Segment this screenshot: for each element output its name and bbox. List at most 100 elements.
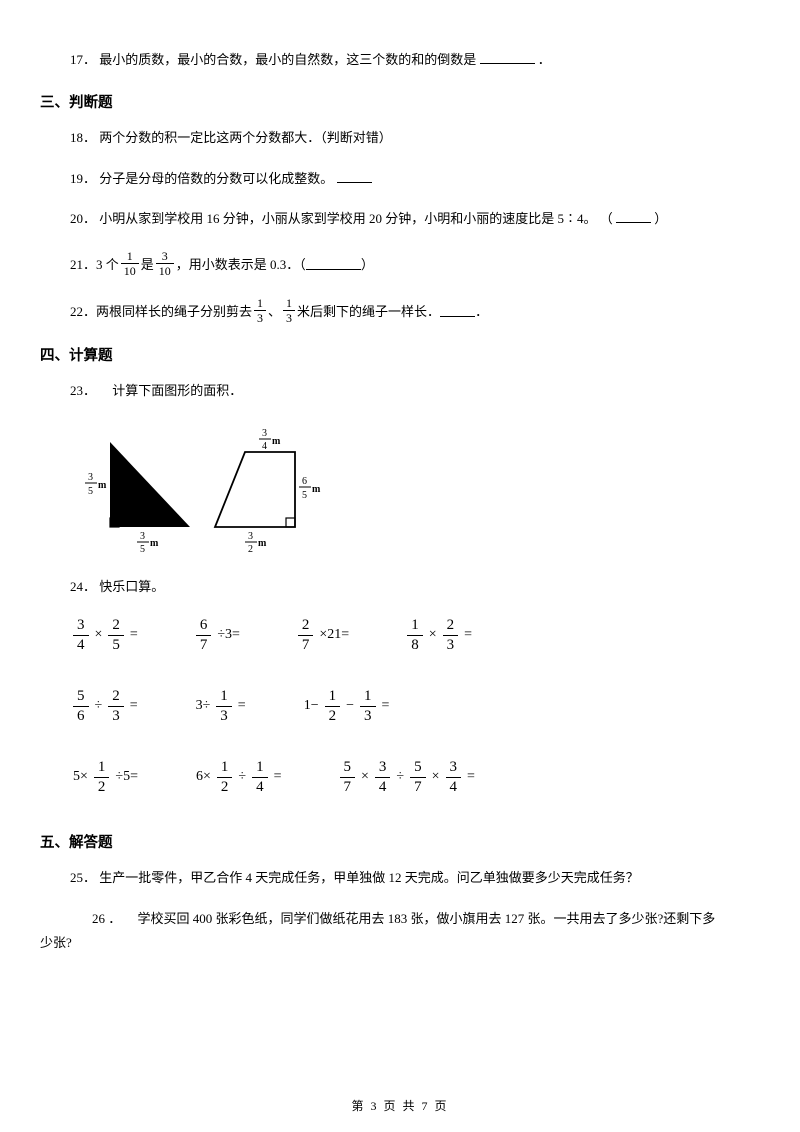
denominator: 7 xyxy=(196,635,212,653)
denominator: 3 xyxy=(216,706,232,724)
punct: ） xyxy=(361,254,374,273)
operator-text: = xyxy=(130,627,138,643)
calc-item: 6×12÷14= xyxy=(193,760,285,795)
denominator: 4 xyxy=(73,635,89,653)
operator-text: = xyxy=(274,769,282,785)
calc-item: 57×34÷57×34= xyxy=(337,760,478,795)
numerator: 1 xyxy=(217,760,233,777)
q-text: 小明从家到学校用 16 分钟，小丽从家到学校用 20 分钟，小明和小丽的速度比是… xyxy=(99,211,613,226)
numerator: 2 xyxy=(108,618,124,635)
denominator: 4 xyxy=(446,777,462,795)
num: 3 xyxy=(140,531,145,542)
q-text: 计算下面图形的面积． xyxy=(99,383,242,398)
blank xyxy=(616,210,651,223)
punct: ． xyxy=(475,301,488,320)
page-footer: 第 3 页 共 7 页 xyxy=(0,1097,800,1114)
operator-text: = xyxy=(130,698,138,714)
blank xyxy=(306,257,361,270)
operator-text: = xyxy=(238,698,246,714)
numerator: 5 xyxy=(340,760,356,777)
fraction: 23 xyxy=(108,689,124,724)
numerator: 5 xyxy=(73,689,89,706)
triangle xyxy=(110,442,190,527)
question-26: 26 ． 学校买回 400 张彩色纸，同学们做纸花用去 183 张，做小旗用去 … xyxy=(92,909,730,930)
fraction: 12 xyxy=(325,689,341,724)
q-num: 21． xyxy=(70,254,96,273)
denominator: 6 xyxy=(73,706,89,724)
figure-svg: 3 5 m 3 5 m 3 4 m 6 5 xyxy=(70,422,330,552)
den: 5 xyxy=(140,544,145,552)
q-num: 25． xyxy=(70,870,96,885)
denominator: 2 xyxy=(325,706,341,724)
operator-text: ÷ xyxy=(396,769,404,785)
denominator: 7 xyxy=(298,635,314,653)
label-trap-right: 6 5 m xyxy=(299,476,321,501)
fraction: 1 10 xyxy=(121,250,139,277)
label-left: 3 5 m xyxy=(85,472,107,497)
numerator: 3 xyxy=(159,250,171,263)
numerator: 2 xyxy=(443,618,459,635)
operator-text: 5× xyxy=(73,769,88,785)
fraction: 1 3 xyxy=(254,297,266,324)
txt: 3 个 xyxy=(96,254,119,273)
question-19: 19． 分子是分母的倍数的分数可以化成整数。 xyxy=(70,169,730,190)
den: 5 xyxy=(302,490,307,501)
operator-text: ÷5= xyxy=(115,769,138,785)
calc-item: 34×25= xyxy=(70,618,141,653)
operator-text: 1− xyxy=(304,698,319,714)
unit: m xyxy=(150,538,159,549)
fraction: 57 xyxy=(410,760,426,795)
question-21: 21． 3 个 1 10 是 3 10 ，用小数表示是 0.3．（ ） xyxy=(70,250,730,277)
fraction: 34 xyxy=(73,618,89,653)
q-num: 18． xyxy=(70,130,96,145)
section-4-title: 四、计算题 xyxy=(40,344,730,365)
operator-text: = xyxy=(382,698,390,714)
fraction: 13 xyxy=(216,689,232,724)
q-num: 17． xyxy=(70,52,96,67)
operator-text: × xyxy=(432,769,440,785)
q-text: 分子是分母的倍数的分数可以化成整数。 xyxy=(99,171,333,186)
fraction: 34 xyxy=(375,760,391,795)
question-24: 24． 快乐口算。 xyxy=(70,577,730,598)
operator-text: × xyxy=(361,769,369,785)
fraction: 14 xyxy=(252,760,268,795)
denominator: 4 xyxy=(375,777,391,795)
blank xyxy=(480,51,535,64)
txt: 是 xyxy=(141,254,154,273)
punct: ） xyxy=(654,211,667,226)
numerator: 1 xyxy=(283,297,295,310)
page: 17． 最小的质数，最小的合数，最小的自然数，这三个数的和的倒数是 ． 三、判断… xyxy=(0,0,800,1132)
denominator: 3 xyxy=(108,706,124,724)
fraction: 12 xyxy=(217,760,233,795)
numerator: 6 xyxy=(196,618,212,635)
label-tri-base: 3 5 m xyxy=(137,531,159,552)
fraction: 23 xyxy=(443,618,459,653)
calc-item: 18×23= xyxy=(404,618,475,653)
denominator: 4 xyxy=(252,777,268,795)
operator-text: ÷3= xyxy=(217,627,240,643)
blank xyxy=(440,304,475,317)
numerator: 2 xyxy=(298,618,314,635)
num: 3 xyxy=(88,472,93,483)
punct: ． xyxy=(538,52,551,67)
num: 3 xyxy=(248,531,253,542)
numerator: 3 xyxy=(446,760,462,777)
denominator: 3 xyxy=(254,310,266,324)
geometry-figure: 3 5 m 3 5 m 3 4 m 6 5 xyxy=(70,422,730,557)
numerator: 1 xyxy=(94,760,110,777)
den: 5 xyxy=(88,486,93,497)
numerator: 3 xyxy=(375,760,391,777)
txt: 两根同样长的绳子分别剪去 xyxy=(96,301,252,320)
fraction: 18 xyxy=(407,618,423,653)
numerator: 1 xyxy=(252,760,268,777)
denominator: 2 xyxy=(94,777,110,795)
numerator: 1 xyxy=(124,250,136,263)
denominator: 5 xyxy=(108,635,124,653)
fraction: 56 xyxy=(73,689,89,724)
operator-text: = xyxy=(467,769,475,785)
q-text: 少张? xyxy=(40,935,72,950)
denominator: 3 xyxy=(443,635,459,653)
calc-row-3: 5×12÷5=6×12÷14=57×34÷57×34= xyxy=(70,760,730,795)
fraction: 12 xyxy=(94,760,110,795)
question-17: 17． 最小的质数，最小的合数，最小的自然数，这三个数的和的倒数是 ． xyxy=(70,50,730,71)
